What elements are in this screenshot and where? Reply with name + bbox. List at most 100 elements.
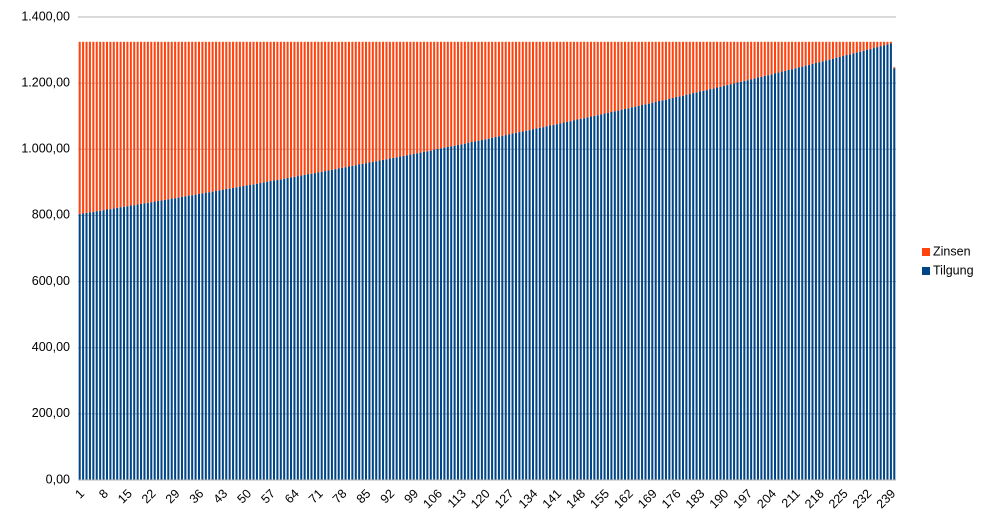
x-tick-label: 155	[587, 487, 612, 512]
bar-segment	[743, 80, 746, 481]
bar-segment	[675, 41, 678, 98]
bar-segment	[521, 131, 524, 481]
bar-segment	[780, 71, 783, 480]
x-tick-label: 85	[354, 487, 374, 507]
bar-segment	[99, 41, 102, 211]
bar-segment	[603, 41, 606, 114]
bar-segment	[187, 41, 190, 196]
bar-segment	[709, 89, 712, 481]
bar-segment	[661, 41, 664, 101]
bar-segment	[422, 41, 425, 152]
bar-segment	[347, 166, 350, 481]
bar-segment	[879, 46, 882, 481]
bar-segment	[869, 49, 872, 480]
y-tick-label: 600,00	[32, 274, 70, 288]
bar-segment	[112, 41, 115, 209]
bar-segment	[153, 201, 156, 480]
bar-segment	[716, 41, 719, 88]
bar-segment	[88, 41, 91, 213]
bar-segment	[252, 41, 255, 185]
bar-segment	[225, 188, 228, 480]
bar-segment	[453, 41, 456, 146]
bar-segment	[801, 41, 804, 67]
bar-segment	[480, 140, 483, 481]
bar-segment	[119, 207, 122, 481]
bar-segment	[494, 41, 497, 138]
bar-segment	[688, 41, 691, 95]
bar-segment	[692, 41, 695, 94]
bar-segment	[388, 41, 391, 159]
bar-segment	[467, 41, 470, 143]
bar-segment	[712, 88, 715, 480]
bar-segment	[641, 41, 644, 105]
bar-segment	[453, 145, 456, 480]
bar-segment	[705, 90, 708, 480]
x-tick-label: 43	[211, 487, 231, 507]
bar-segment	[269, 181, 272, 480]
bar-segment	[729, 41, 732, 85]
bar-segment	[375, 41, 378, 162]
bar-segment	[811, 63, 814, 481]
bar-segment	[211, 191, 214, 481]
bar-segment	[133, 41, 136, 206]
bar-segment	[586, 117, 589, 481]
bar-segment	[446, 146, 449, 481]
bar-segment	[477, 41, 480, 141]
bar-segment	[334, 41, 337, 170]
bar-segment	[262, 182, 265, 480]
y-tick-label: 800,00	[32, 208, 70, 222]
bar-segment	[439, 41, 443, 149]
bar-segment	[661, 100, 664, 480]
bar-segment	[780, 41, 783, 72]
bar-segment	[511, 133, 514, 480]
bar-segment	[170, 41, 173, 199]
bar-segment	[613, 111, 616, 480]
bar-segment	[419, 152, 422, 481]
bar-segment	[218, 41, 221, 191]
x-tick-label: 57	[258, 487, 278, 507]
bar-segment	[487, 138, 490, 480]
bar-segment	[122, 206, 126, 480]
bar-segment	[538, 41, 541, 128]
bar-segment	[160, 200, 163, 480]
bar-segment	[272, 180, 276, 480]
bar-segment	[238, 186, 241, 480]
bar-segment	[358, 164, 361, 480]
bar-segment	[457, 41, 460, 145]
bar-segment	[296, 41, 299, 177]
bar-segment	[831, 58, 834, 481]
bar-segment	[146, 41, 149, 203]
bar-segment	[252, 184, 255, 480]
bar-segment	[426, 151, 429, 480]
bar-segment	[197, 193, 201, 481]
bar-segment	[566, 121, 569, 480]
bar-segment	[324, 41, 327, 172]
bar-segment	[726, 85, 729, 481]
bar-segment	[770, 74, 773, 481]
bar-segment	[866, 49, 869, 480]
bar-segment	[698, 41, 702, 92]
bar-segment	[416, 153, 419, 481]
bar-segment	[842, 41, 845, 57]
bar-segment	[347, 41, 350, 167]
bar-segment	[133, 205, 136, 480]
bar-segment	[617, 110, 620, 481]
bar-segment	[818, 62, 821, 480]
bar-segment	[886, 44, 889, 481]
bar-segment	[191, 195, 194, 480]
bar-segment	[883, 45, 886, 480]
bar-segment	[412, 41, 415, 154]
bar-segment	[773, 41, 777, 74]
bar-segment	[153, 41, 156, 202]
bar-segment	[845, 55, 848, 481]
x-tick-label: 113	[445, 487, 469, 511]
bar-segment	[405, 155, 408, 480]
bar-segment	[600, 41, 603, 115]
x-tick-label: 169	[635, 487, 660, 512]
bar-segment	[681, 41, 685, 96]
bar-segment	[201, 41, 204, 194]
bar-segment	[552, 41, 555, 125]
bar-segment	[262, 41, 265, 183]
bar-segment	[709, 41, 712, 90]
bar-segment	[378, 160, 381, 480]
